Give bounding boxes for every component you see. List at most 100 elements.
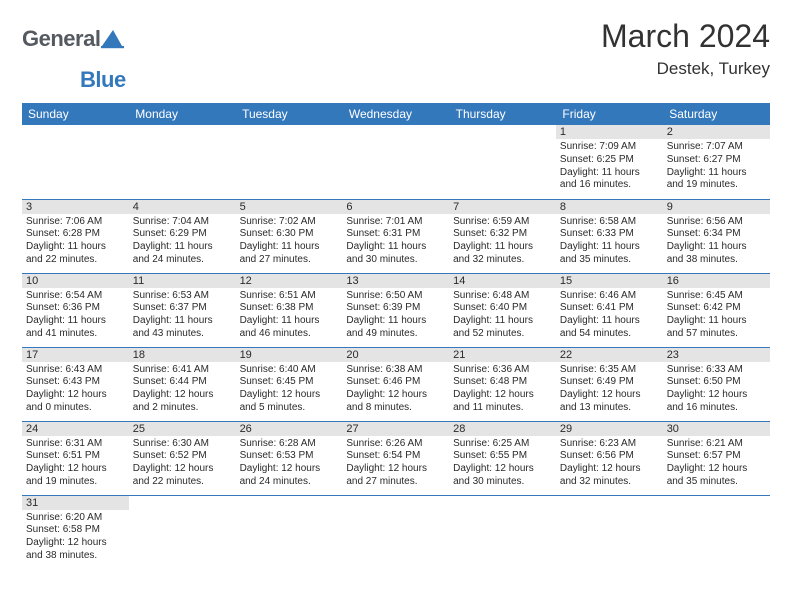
day-body: Sunrise: 6:30 AMSunset: 6:52 PMDaylight:…: [129, 436, 236, 491]
calendar-cell: 19Sunrise: 6:40 AMSunset: 6:45 PMDayligh…: [236, 347, 343, 421]
day-body: Sunrise: 6:58 AMSunset: 6:33 PMDaylight:…: [556, 214, 663, 269]
month-title: March 2024: [601, 18, 770, 55]
day-line-dl2: and 19 minutes.: [26, 476, 125, 489]
day-line-dl1: Daylight: 12 hours: [26, 389, 125, 402]
day-line-dl1: Daylight: 12 hours: [453, 389, 552, 402]
day-number: 20: [342, 348, 449, 362]
day-line-ss: Sunset: 6:34 PM: [667, 228, 766, 241]
calendar-cell: [342, 495, 449, 569]
day-line-dl2: and 49 minutes.: [346, 328, 445, 341]
day-number: 16: [663, 274, 770, 288]
day-line-dl2: and 2 minutes.: [133, 402, 232, 415]
day-body: Sunrise: 7:02 AMSunset: 6:30 PMDaylight:…: [236, 214, 343, 269]
day-line-dl2: and 46 minutes.: [240, 328, 339, 341]
day-number: 23: [663, 348, 770, 362]
day-body: Sunrise: 6:21 AMSunset: 6:57 PMDaylight:…: [663, 436, 770, 491]
day-line-sr: Sunrise: 7:01 AM: [346, 216, 445, 229]
day-line-ss: Sunset: 6:37 PM: [133, 302, 232, 315]
day-line-sr: Sunrise: 6:33 AM: [667, 364, 766, 377]
day-line-dl1: Daylight: 11 hours: [560, 167, 659, 180]
calendar-cell: 4Sunrise: 7:04 AMSunset: 6:29 PMDaylight…: [129, 199, 236, 273]
day-line-ss: Sunset: 6:29 PM: [133, 228, 232, 241]
day-line-sr: Sunrise: 7:04 AM: [133, 216, 232, 229]
day-line-ss: Sunset: 6:51 PM: [26, 450, 125, 463]
day-line-sr: Sunrise: 6:43 AM: [26, 364, 125, 377]
day-line-dl2: and 35 minutes.: [560, 254, 659, 267]
day-line-dl2: and 38 minutes.: [667, 254, 766, 267]
day-line-dl1: Daylight: 11 hours: [453, 315, 552, 328]
day-line-dl2: and 35 minutes.: [667, 476, 766, 489]
calendar-cell: 17Sunrise: 6:43 AMSunset: 6:43 PMDayligh…: [22, 347, 129, 421]
day-number: 28: [449, 422, 556, 436]
day-line-sr: Sunrise: 6:31 AM: [26, 438, 125, 451]
day-body: Sunrise: 7:07 AMSunset: 6:27 PMDaylight:…: [663, 139, 770, 194]
day-body: Sunrise: 7:09 AMSunset: 6:25 PMDaylight:…: [556, 139, 663, 194]
day-number: 30: [663, 422, 770, 436]
day-line-ss: Sunset: 6:45 PM: [240, 376, 339, 389]
calendar-cell: [663, 495, 770, 569]
day-number: 26: [236, 422, 343, 436]
day-line-sr: Sunrise: 6:36 AM: [453, 364, 552, 377]
calendar-cell: [236, 495, 343, 569]
calendar-cell: 30Sunrise: 6:21 AMSunset: 6:57 PMDayligh…: [663, 421, 770, 495]
day-body: Sunrise: 6:59 AMSunset: 6:32 PMDaylight:…: [449, 214, 556, 269]
calendar-cell: 13Sunrise: 6:50 AMSunset: 6:39 PMDayligh…: [342, 273, 449, 347]
calendar-row: 10Sunrise: 6:54 AMSunset: 6:36 PMDayligh…: [22, 273, 770, 347]
day-line-dl2: and 38 minutes.: [26, 550, 125, 563]
day-line-sr: Sunrise: 7:02 AM: [240, 216, 339, 229]
day-line-ss: Sunset: 6:31 PM: [346, 228, 445, 241]
sail-icon: [101, 29, 125, 49]
day-line-dl1: Daylight: 12 hours: [346, 463, 445, 476]
day-line-ss: Sunset: 6:46 PM: [346, 376, 445, 389]
day-number: 11: [129, 274, 236, 288]
calendar-cell: 3Sunrise: 7:06 AMSunset: 6:28 PMDaylight…: [22, 199, 129, 273]
day-body: Sunrise: 6:54 AMSunset: 6:36 PMDaylight:…: [22, 288, 129, 343]
day-line-sr: Sunrise: 6:23 AM: [560, 438, 659, 451]
day-line-dl1: Daylight: 11 hours: [346, 241, 445, 254]
day-line-dl1: Daylight: 12 hours: [667, 463, 766, 476]
day-line-sr: Sunrise: 6:35 AM: [560, 364, 659, 377]
day-line-ss: Sunset: 6:41 PM: [560, 302, 659, 315]
day-line-ss: Sunset: 6:53 PM: [240, 450, 339, 463]
day-number: 27: [342, 422, 449, 436]
day-line-dl2: and 32 minutes.: [453, 254, 552, 267]
day-number: 25: [129, 422, 236, 436]
day-line-ss: Sunset: 6:32 PM: [453, 228, 552, 241]
day-line-ss: Sunset: 6:33 PM: [560, 228, 659, 241]
day-line-dl1: Daylight: 12 hours: [346, 389, 445, 402]
day-line-ss: Sunset: 6:36 PM: [26, 302, 125, 315]
day-line-ss: Sunset: 6:39 PM: [346, 302, 445, 315]
day-number: 10: [22, 274, 129, 288]
day-line-sr: Sunrise: 6:26 AM: [346, 438, 445, 451]
weekday-header: Thursday: [449, 103, 556, 125]
day-line-dl2: and 27 minutes.: [346, 476, 445, 489]
day-line-dl1: Daylight: 11 hours: [667, 315, 766, 328]
day-number: 24: [22, 422, 129, 436]
day-line-ss: Sunset: 6:55 PM: [453, 450, 552, 463]
day-line-dl1: Daylight: 11 hours: [26, 241, 125, 254]
day-number: 1: [556, 125, 663, 139]
weekday-header: Wednesday: [342, 103, 449, 125]
day-line-dl2: and 0 minutes.: [26, 402, 125, 415]
day-body: Sunrise: 6:36 AMSunset: 6:48 PMDaylight:…: [449, 362, 556, 417]
day-line-dl1: Daylight: 12 hours: [560, 463, 659, 476]
calendar-cell: 1Sunrise: 7:09 AMSunset: 6:25 PMDaylight…: [556, 125, 663, 199]
day-line-dl1: Daylight: 12 hours: [26, 463, 125, 476]
day-line-dl2: and 22 minutes.: [133, 476, 232, 489]
calendar-cell: [129, 495, 236, 569]
location: Destek, Turkey: [601, 59, 770, 79]
calendar-cell: 9Sunrise: 6:56 AMSunset: 6:34 PMDaylight…: [663, 199, 770, 273]
day-body: Sunrise: 6:43 AMSunset: 6:43 PMDaylight:…: [22, 362, 129, 417]
day-number: 3: [22, 200, 129, 214]
weekday-header-row: Sunday Monday Tuesday Wednesday Thursday…: [22, 103, 770, 125]
calendar-cell: 5Sunrise: 7:02 AMSunset: 6:30 PMDaylight…: [236, 199, 343, 273]
day-body: Sunrise: 6:45 AMSunset: 6:42 PMDaylight:…: [663, 288, 770, 343]
day-number: 21: [449, 348, 556, 362]
day-body: Sunrise: 6:48 AMSunset: 6:40 PMDaylight:…: [449, 288, 556, 343]
day-line-ss: Sunset: 6:44 PM: [133, 376, 232, 389]
day-number: 12: [236, 274, 343, 288]
calendar-cell: 14Sunrise: 6:48 AMSunset: 6:40 PMDayligh…: [449, 273, 556, 347]
calendar-cell: 27Sunrise: 6:26 AMSunset: 6:54 PMDayligh…: [342, 421, 449, 495]
day-line-ss: Sunset: 6:40 PM: [453, 302, 552, 315]
day-body: Sunrise: 6:56 AMSunset: 6:34 PMDaylight:…: [663, 214, 770, 269]
